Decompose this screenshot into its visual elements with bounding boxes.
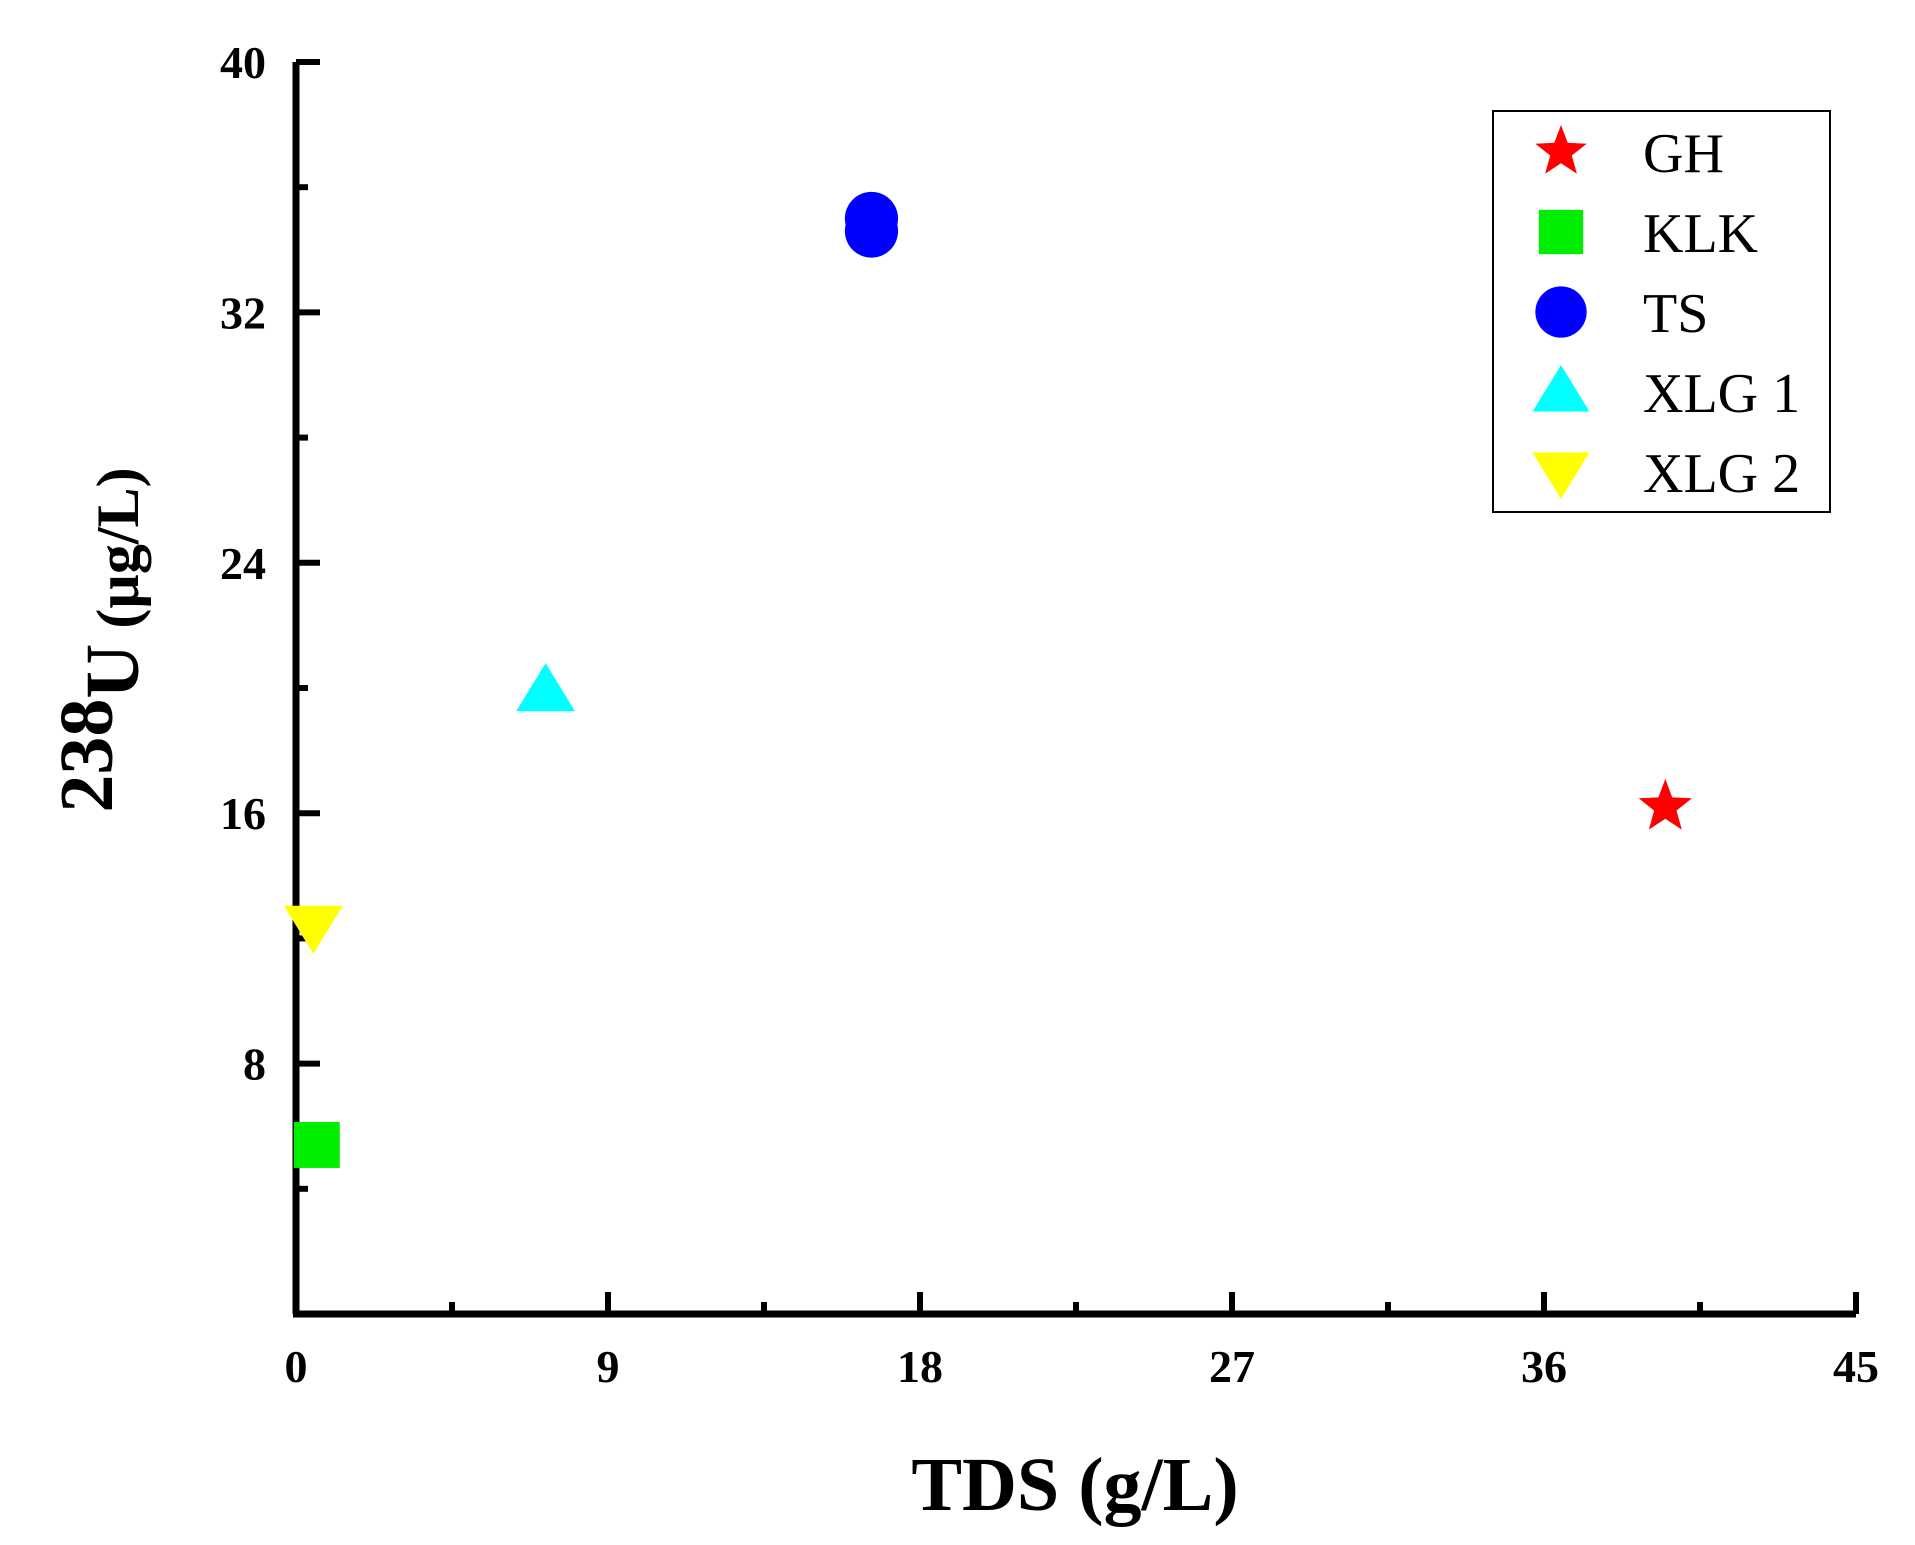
legend-label-ts: TS (1643, 283, 1708, 345)
y-axis-ticks (296, 59, 320, 1192)
legend-label-xlg-2: XLG 2 (1643, 443, 1800, 505)
data-point-ts (844, 191, 899, 246)
data-point-gh (1638, 778, 1692, 830)
y-tick-label: 40 (220, 37, 266, 88)
x-tick-label: 9 (597, 1341, 620, 1392)
x-tick-label: 0 (285, 1341, 308, 1392)
data-point-xlg-2 (283, 905, 343, 954)
legend-marker-xlg-2 (1532, 452, 1590, 499)
x-tick-label: 45 (1833, 1341, 1879, 1392)
plot-area: 0 9 18 27 36 45 8 16 24 32 40 (220, 37, 1879, 1392)
y-tick-label: 24 (220, 538, 266, 589)
y-tick-label: 32 (220, 287, 266, 338)
x-tick-label: 36 (1521, 1341, 1567, 1392)
legend-label-klk: KLK (1643, 203, 1758, 265)
y-axis-title-element: U (71, 644, 155, 699)
y-axis-title: 238U (µg/L) (45, 467, 155, 812)
data-point-klk (293, 1122, 340, 1168)
x-tick-label: 18 (897, 1341, 943, 1392)
x-tick-label: 27 (1209, 1341, 1255, 1392)
y-axis-title-superscript: 238 (45, 699, 129, 813)
y-axis-title-unit: (µg/L) (85, 467, 151, 643)
x-axis-tick-labels: 0 9 18 27 36 45 (285, 1341, 1880, 1392)
y-tick-label: 8 (243, 1039, 266, 1090)
y-tick-label: 16 (220, 788, 266, 839)
legend-marker-ts (1535, 286, 1587, 338)
data-markers (283, 191, 1692, 1168)
x-axis-ticks (293, 1292, 1859, 1314)
legend-label-gh: GH (1643, 123, 1724, 185)
y-axis-tick-labels: 8 16 24 32 40 (220, 37, 266, 1090)
x-axis-title: TDS (g/L) (911, 1443, 1238, 1527)
legend-marker-xlg-1 (1532, 365, 1590, 412)
legend-marker-gh (1535, 125, 1587, 174)
legend-marker-klk (1538, 209, 1584, 255)
legend: GH KLK TS XLG 1 XLG 2 (1492, 110, 1831, 513)
legend-label-xlg-1: XLG 1 (1643, 363, 1800, 425)
data-point-xlg-1 (516, 663, 575, 712)
